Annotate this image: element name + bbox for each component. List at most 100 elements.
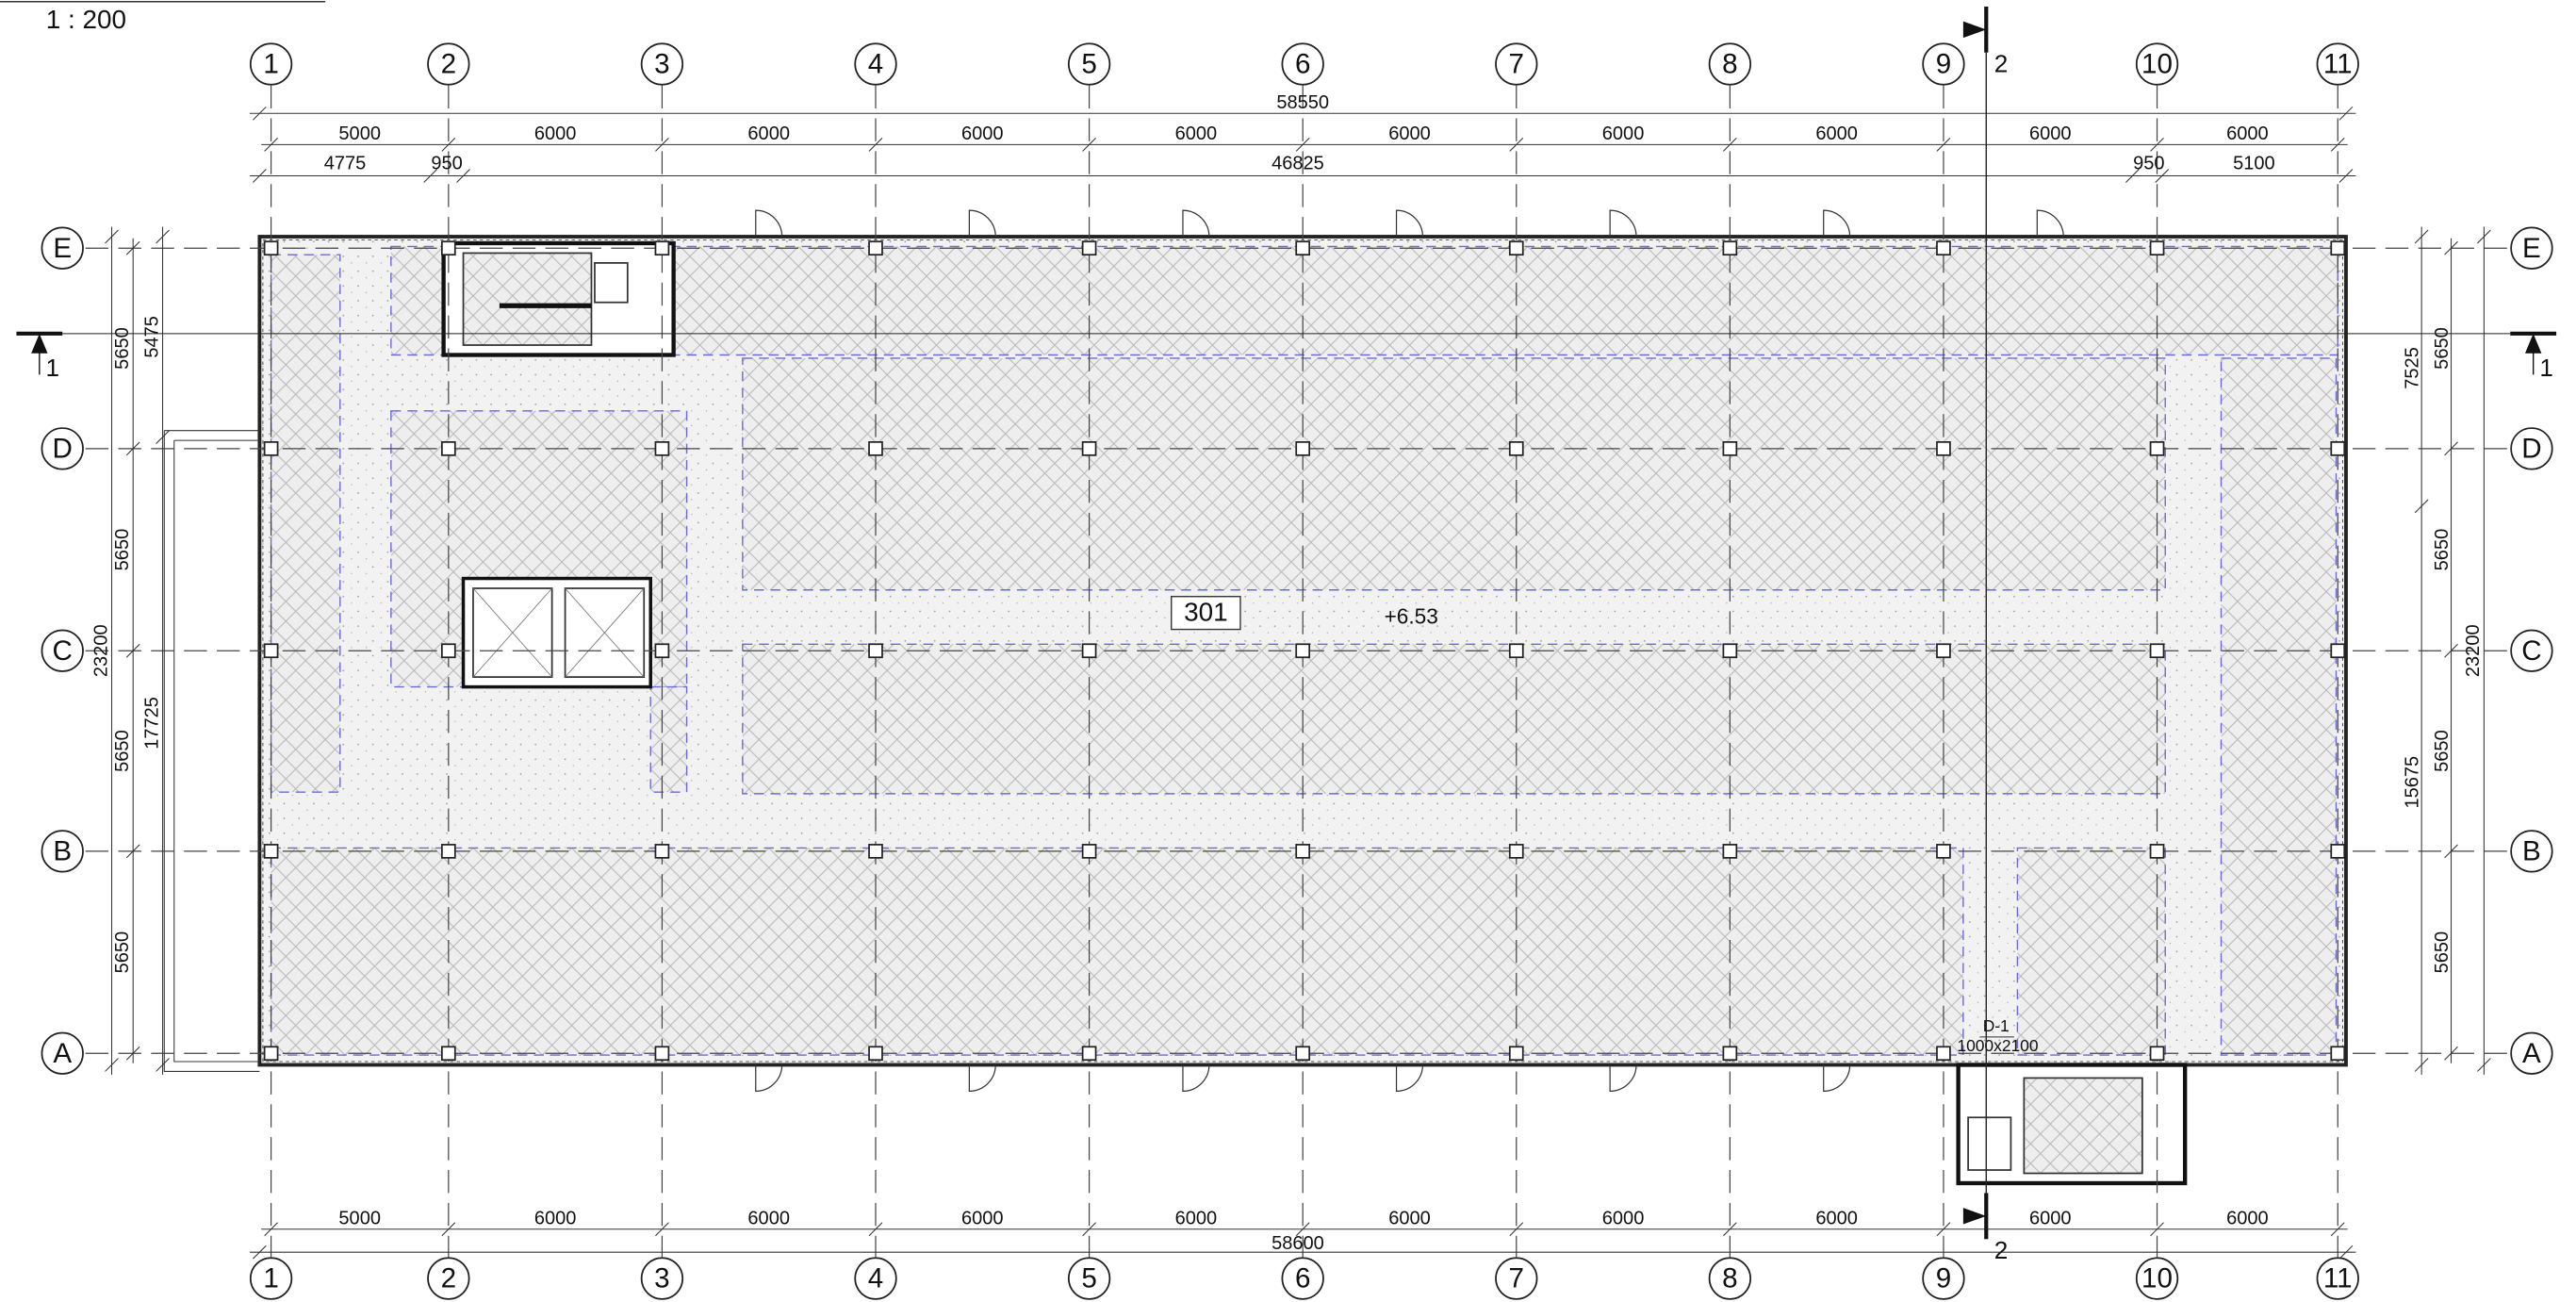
grid-bubble [249, 1257, 293, 1300]
dimension-tick [1723, 1222, 1737, 1237]
dimension-tick [2444, 844, 2458, 859]
dimension-text: 6000 [1388, 1209, 1431, 1229]
grid-bubble [1708, 42, 1752, 86]
grid-bubble [2510, 427, 2553, 470]
dimension-text: 5650 [2432, 327, 2453, 370]
column [440, 441, 456, 456]
column [263, 1046, 279, 1062]
grid-label: 5 [1081, 1263, 1096, 1294]
grid-label: 6 [1295, 1263, 1310, 1294]
column [654, 643, 670, 659]
column [654, 844, 670, 859]
door [1609, 1064, 1637, 1092]
grid-label: 11 [2323, 49, 2353, 80]
column [263, 240, 279, 256]
grid-label: B [2522, 835, 2541, 866]
dimension-tick [2414, 1058, 2429, 1072]
room-tag-box [1171, 596, 1241, 631]
grid-label: 4 [868, 1263, 883, 1294]
dimension-text: 6000 [534, 1209, 577, 1229]
dimension-tick [105, 1058, 119, 1072]
column [868, 240, 883, 256]
column [654, 1046, 670, 1062]
column [1722, 1046, 1738, 1062]
grid-label: 10 [2141, 1263, 2173, 1294]
column [440, 643, 456, 659]
dimension-tick [253, 106, 267, 121]
grid-label: 10 [2141, 49, 2173, 80]
dimension-tick [264, 138, 278, 152]
column [1936, 441, 1951, 456]
dimension-tick [253, 1244, 267, 1260]
column [1936, 844, 1951, 859]
column [1722, 643, 1738, 659]
grid-bubble [854, 1257, 897, 1300]
dimension-text: 5100 [2233, 154, 2275, 174]
column [440, 240, 456, 256]
door [755, 209, 783, 238]
door [1182, 209, 1210, 238]
column [1508, 643, 1524, 659]
dimension-text: 6000 [1175, 124, 1218, 144]
dimension-tick [2477, 229, 2491, 244]
dimension-tick [264, 1222, 278, 1237]
dimension-tick [2444, 441, 2458, 456]
grid-bubble [854, 42, 897, 86]
dimension-text: 15675 [2403, 756, 2423, 809]
dimension-text: 6000 [747, 1209, 790, 1229]
dimension-tick [1509, 138, 1524, 152]
dimension-text: 23200 [90, 624, 111, 677]
grid-bubble [41, 226, 84, 270]
dimension-tick [2477, 1058, 2491, 1072]
dimension-text: 6000 [1602, 124, 1645, 144]
grid-bubble [1495, 42, 1538, 86]
grid-bubble [2316, 42, 2359, 86]
grid-bubble [1067, 42, 1111, 86]
grid-label: 7 [1509, 1263, 1524, 1294]
dimension-text: 58600 [1272, 1233, 1324, 1254]
dimension-text: 6000 [2226, 124, 2269, 144]
grid-label: D [53, 433, 73, 464]
section-arrow [1962, 21, 1987, 39]
grid-label: 2 [441, 49, 456, 80]
column [1508, 1046, 1524, 1062]
grid-bubble [41, 427, 84, 470]
column [868, 1046, 883, 1062]
column [1081, 844, 1097, 859]
grid-label: C [2521, 635, 2541, 667]
column [2330, 1046, 2346, 1062]
column [2330, 240, 2346, 256]
dimension-tick [253, 169, 267, 183]
dimension-text: 6000 [747, 124, 790, 144]
column [1722, 240, 1738, 256]
dimension-text: 950 [2133, 154, 2164, 174]
grid-label: A [53, 1038, 72, 1069]
dimension-text: 6000 [1175, 1209, 1218, 1229]
dimension-text: 5650 [112, 931, 133, 974]
column [1722, 844, 1738, 859]
column [2330, 643, 2346, 659]
grid-bubble [1922, 42, 1965, 86]
dimension-text: 5650 [112, 327, 133, 370]
column [2330, 844, 2346, 859]
dimension-text: 5000 [338, 1209, 381, 1229]
grid-label: D [2521, 433, 2541, 464]
grid-bubble [1067, 1257, 1111, 1300]
dimension-tick [105, 229, 119, 244]
column [2149, 441, 2165, 456]
dimension-tick [2338, 1244, 2354, 1260]
grid-bubble [427, 42, 470, 86]
door [1182, 1064, 1210, 1092]
dimension-text: 58550 [1276, 92, 1329, 113]
column [1081, 1046, 1097, 1062]
dimension-tick [1295, 138, 1310, 152]
dimension-tick [125, 240, 140, 255]
column [2149, 844, 2165, 859]
grid-label: 6 [1295, 49, 1310, 80]
grid-label: 9 [1936, 49, 1951, 80]
dimension-text: 6000 [961, 1209, 1004, 1229]
grid-bubble [1922, 1257, 1965, 1300]
door [1395, 1064, 1424, 1092]
column [1081, 441, 1097, 456]
section-arrow [1962, 1208, 1987, 1225]
